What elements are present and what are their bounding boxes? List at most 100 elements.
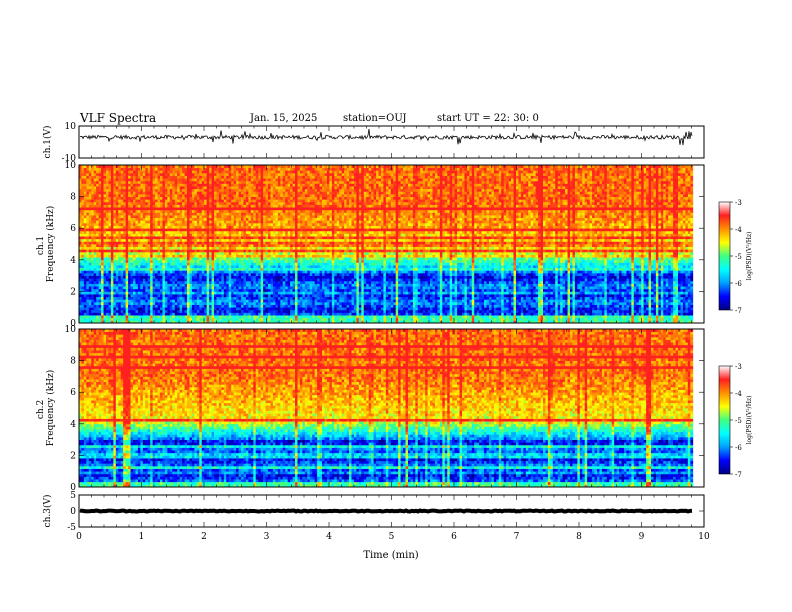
spectrogram-cell [91, 304, 95, 308]
spectrogram-cell [120, 312, 124, 316]
spectrogram-cell [83, 204, 87, 208]
spectrogram-cell [88, 191, 92, 195]
spectrogram-cell [123, 225, 127, 229]
spectrogram-cell [211, 251, 215, 255]
spectrogram-cell [150, 272, 154, 276]
spectrogram-cell [268, 238, 271, 242]
spectrogram-cell [216, 286, 220, 290]
spectrogram-cell [152, 317, 156, 321]
spectrogram-cell [120, 201, 124, 205]
spectrogram-cell [194, 317, 198, 321]
spectrogram-cell [194, 265, 198, 269]
spectrogram-cell [196, 186, 200, 190]
spectrogram-cell [233, 249, 237, 253]
spectrogram-cell [142, 165, 146, 169]
spectrogram-cell [241, 204, 244, 208]
spectrogram-cell [199, 233, 203, 237]
spectrogram-cell [128, 296, 131, 300]
spectrogram-cell [115, 315, 119, 319]
spectrogram-cell [172, 283, 176, 287]
spectrogram-cell [160, 217, 163, 221]
spectrogram-cell [81, 188, 85, 192]
spectrogram-cell [216, 178, 220, 182]
spectrogram-cell [177, 165, 181, 169]
spectrogram-cell [265, 212, 269, 216]
spectrogram-cell [228, 175, 232, 179]
spectrogram-cell [145, 246, 149, 250]
spectrogram-cell [199, 241, 203, 245]
spectrogram-cell [260, 225, 264, 229]
spectrogram-cell [218, 222, 222, 226]
spectrogram-cell [98, 244, 102, 248]
spectrogram-cell [130, 291, 134, 295]
spectrogram-cell [125, 188, 129, 192]
spectrogram-cell [110, 262, 114, 266]
spectrogram-cell [110, 215, 114, 219]
spectrogram-cell [199, 207, 203, 211]
spectrogram-cell [189, 246, 193, 250]
spectrogram-cell [236, 188, 239, 192]
spectrogram-cell [191, 278, 195, 282]
spectrogram-cell [196, 294, 200, 298]
spectrogram-cell [194, 191, 198, 195]
spectrogram-cell [253, 296, 257, 300]
spectrogram-cell [258, 288, 262, 292]
spectrogram-cell [118, 275, 122, 279]
spectrogram-cell [241, 178, 244, 182]
spectrogram-cell [196, 217, 200, 221]
spectrogram-cell [88, 209, 92, 213]
spectrogram-cell [182, 204, 185, 208]
spectrogram-cell [199, 244, 203, 248]
spectrogram-cell [218, 233, 222, 237]
spectrogram-cell [226, 251, 230, 255]
spectrogram-cell [106, 265, 109, 269]
spectrogram-cell [233, 270, 237, 274]
spectrogram-cell [221, 217, 225, 221]
spectrogram-cell [196, 209, 200, 213]
spectrogram-cell [196, 270, 200, 274]
spectrogram-cell [268, 246, 271, 250]
spectrogram-cell [231, 265, 235, 269]
spectrogram-cell [167, 246, 171, 250]
spectrogram-cell [177, 251, 181, 255]
spectrogram-cell [241, 244, 244, 248]
spectrogram-cell [179, 201, 183, 205]
spectrogram-cell [253, 196, 257, 200]
spectrogram-cell [120, 246, 124, 250]
spectrogram-cell [236, 193, 239, 197]
spectrogram-cell [120, 167, 124, 171]
spectrogram-cell [162, 172, 166, 176]
spectrogram-cell [93, 204, 97, 208]
spectrogram-cell [86, 315, 90, 319]
spectrogram-cell [164, 204, 168, 208]
spectrogram-cell [123, 244, 127, 248]
spectrogram-cell [125, 257, 129, 261]
spectrogram-cell [172, 178, 176, 182]
spectrogram-cell [155, 165, 158, 169]
spectrogram-cell [125, 165, 129, 169]
spectrogram-cell [231, 212, 235, 216]
spectrogram-cell [189, 236, 193, 240]
spectrogram-cell [263, 286, 266, 290]
spectrogram-cell [231, 267, 235, 271]
spectrogram-cell [245, 270, 249, 274]
spectrogram-cell [130, 217, 134, 221]
spectrogram-cell [101, 262, 104, 266]
spectrogram-cell [248, 175, 252, 179]
spectrogram-cell [253, 278, 257, 282]
spectrogram-cell [179, 244, 183, 248]
spectrogram-cell [123, 246, 127, 250]
spectrogram-cell [98, 270, 102, 274]
spectrogram-cell [250, 225, 254, 229]
spectrogram-cell [81, 220, 85, 224]
spectrogram-cell [233, 222, 237, 226]
spectrogram-cell [101, 186, 104, 190]
spectrogram-cell [218, 188, 222, 192]
spectrogram-cell [238, 294, 242, 298]
spectrogram-cell [228, 201, 232, 205]
spectrogram-cell [83, 201, 87, 205]
spectrogram-cell [277, 317, 281, 321]
spectrogram-cell [179, 288, 183, 292]
spectrogram-cell [268, 220, 271, 224]
spectrogram-cell [201, 309, 205, 313]
